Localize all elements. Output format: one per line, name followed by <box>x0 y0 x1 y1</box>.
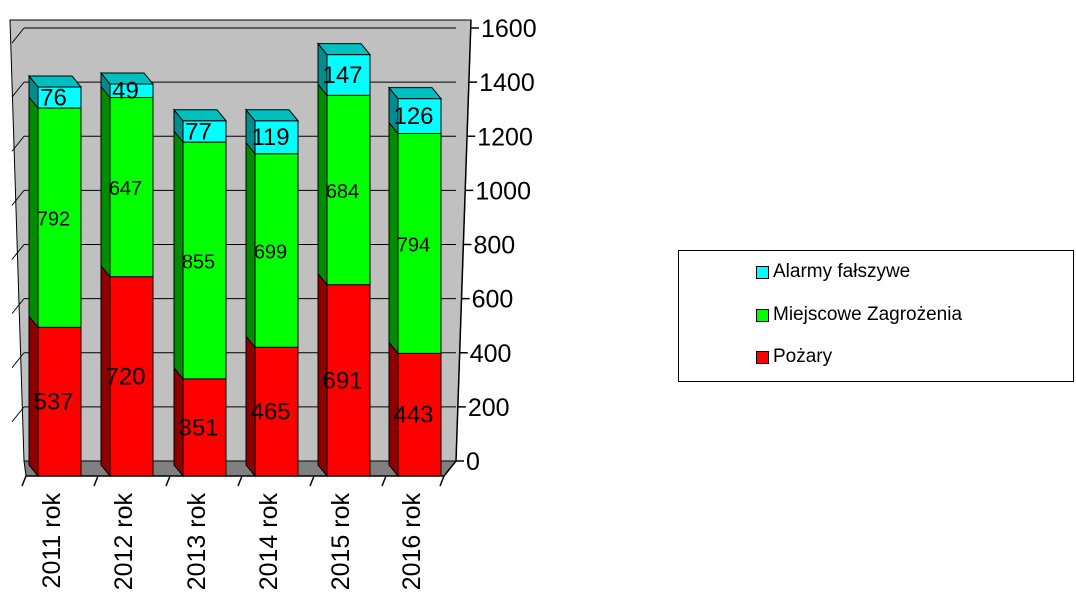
x-axis-depth <box>443 460 457 477</box>
bar-top <box>316 43 372 56</box>
x-tick <box>381 475 387 487</box>
data-label: 855 <box>182 251 215 273</box>
data-label: 77 <box>185 118 212 145</box>
data-labels-group: 537 792 76 720 647 49 351 855 77 465 699 119 691 684 1… <box>33 62 433 441</box>
data-label: 691 <box>322 367 362 394</box>
bar-segment <box>173 129 227 381</box>
data-label: 720 <box>105 363 145 390</box>
bar-top <box>99 72 155 85</box>
bar-front <box>254 153 299 348</box>
legend-item-pozary: Pożary <box>756 346 832 368</box>
data-label: 699 <box>254 241 287 263</box>
data-label: 537 <box>33 389 73 416</box>
x-tick <box>165 475 171 487</box>
data-label: 119 <box>251 124 289 151</box>
bar-segment <box>388 340 442 478</box>
bar-top <box>27 75 83 88</box>
bar-segment <box>173 366 227 478</box>
y-axis-line <box>455 19 472 462</box>
bar-front <box>254 120 299 155</box>
x-tick-label: 2016 rok <box>398 493 426 591</box>
bars-group <box>27 42 443 478</box>
legend-label-alarmy: Alarmy fałszywe <box>773 261 911 282</box>
data-label: 351 <box>178 414 218 441</box>
bar-segment <box>316 42 372 97</box>
y-tick-label: 0 <box>466 448 480 476</box>
bar-segment <box>27 74 83 110</box>
legend-item-miejscowe: Miejscowe Zagrożenia <box>756 304 962 326</box>
bar-top <box>387 87 443 100</box>
bar-front <box>109 276 154 477</box>
bar-front <box>37 107 82 328</box>
bar-segment <box>245 334 299 478</box>
gridline-side <box>11 81 25 98</box>
legend-swatch-alarmy <box>756 265 769 279</box>
gridline-side <box>11 27 25 44</box>
y-tick-label: 1400 <box>479 69 535 97</box>
data-label: 465 <box>250 399 290 426</box>
bar-front <box>182 141 227 380</box>
data-label: 443 <box>393 402 433 429</box>
bar-segment <box>28 314 82 478</box>
y-tick-label: 600 <box>472 286 514 314</box>
bar-segment <box>100 264 154 478</box>
data-label: 76 <box>40 85 67 112</box>
y-tick-label: 1000 <box>475 177 531 205</box>
bar-segment <box>245 141 299 349</box>
bar-segment <box>100 85 154 279</box>
x-tick-label: 2013 rok <box>183 493 211 591</box>
x-tick-label: 2012 rok <box>110 493 138 591</box>
x-tick <box>237 475 243 487</box>
x-tick <box>93 475 99 487</box>
bar-front <box>397 98 442 135</box>
x-tick-label: 2011 rok <box>38 493 66 589</box>
gridline-side <box>11 135 25 152</box>
x-axis: 2011 rok 2012 rok 2013 rok 2014 rok 2015 rok… <box>21 460 457 591</box>
bar-front <box>37 326 82 477</box>
data-label: 794 <box>397 234 430 256</box>
bar-segment <box>99 71 155 99</box>
bar-segment <box>244 108 300 156</box>
bar-top <box>172 109 228 122</box>
y-tick-label: 200 <box>468 394 510 422</box>
data-label: 126 <box>393 103 433 130</box>
bar-front <box>109 97 154 278</box>
legend-label-miejscowe: Miejscowe Zagrożenia <box>773 304 963 325</box>
bar-segment <box>317 272 371 478</box>
legend-item-alarmy: Alarmy fałszywe <box>756 261 910 283</box>
gridline-side <box>11 298 25 314</box>
legend-swatch-pozary <box>756 350 769 364</box>
data-label: 49 <box>112 78 139 105</box>
legend: Alarmy fałszywe Miejscowe Zagrożenia Poż… <box>678 250 1074 382</box>
bar-front <box>254 346 299 477</box>
bar-segment <box>388 121 442 355</box>
data-label: 792 <box>37 209 70 231</box>
bar-front <box>326 284 371 477</box>
x-tick-label: 2014 rok <box>255 493 283 591</box>
data-label: 647 <box>109 178 142 200</box>
y-tick-label: 1200 <box>477 123 533 151</box>
bar-front <box>326 54 371 96</box>
bar-top <box>244 109 300 122</box>
gridline-side <box>11 406 25 423</box>
y-tick-label: 800 <box>474 232 516 260</box>
x-tick-label: 2015 rok <box>327 493 355 591</box>
gridline-side <box>11 352 25 369</box>
data-label: 684 <box>326 181 359 203</box>
y-tick-label: 1600 <box>481 15 537 43</box>
gridline-side <box>11 244 25 260</box>
x-tick <box>21 475 27 487</box>
y-tick-label: 400 <box>470 340 512 368</box>
x-tick <box>309 475 315 487</box>
gridline-side <box>11 190 25 206</box>
bar-segment <box>172 108 228 144</box>
data-label: 147 <box>322 62 362 89</box>
legend-label-pozary: Pożary <box>773 346 833 367</box>
x-tick <box>439 475 445 487</box>
legend-swatch-miejscowe <box>756 308 769 322</box>
bar-segment <box>387 86 443 135</box>
y-axis: 0 200 400 600 800 1000 1200 1400 1600 <box>455 15 537 476</box>
